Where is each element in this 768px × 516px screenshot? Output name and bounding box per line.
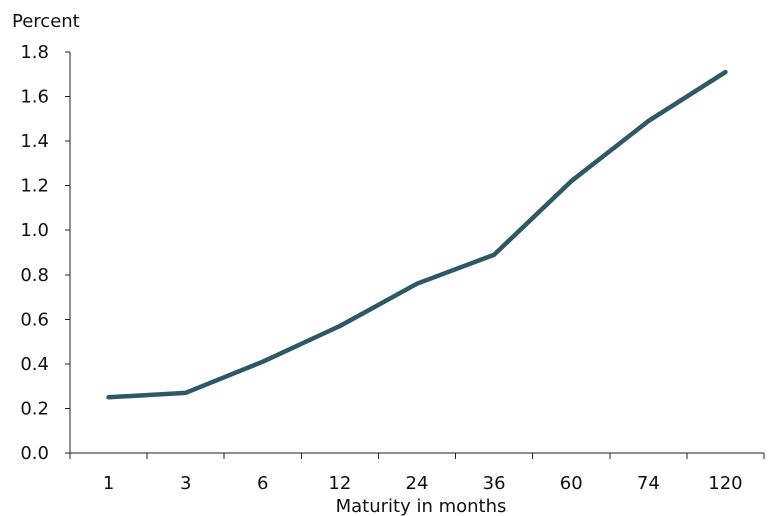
x-tick-label: 74: [637, 473, 660, 494]
x-tick-label: 60: [560, 473, 583, 494]
series-line: [106, 69, 728, 400]
x-tick-label: 6: [257, 473, 268, 494]
x-tick-label: 12: [328, 473, 351, 494]
y-tick-label: 0.0: [20, 443, 49, 464]
y-tick-label: 1.0: [20, 220, 49, 241]
x-axis-title: Maturity in months: [336, 496, 507, 516]
y-tick-label: 0.4: [20, 354, 49, 375]
y-tick-label: 0.2: [20, 398, 49, 419]
x-ticks: 1 3 6 12 24 36 60 74 120: [69, 453, 765, 494]
x-tick-label: 3: [180, 473, 191, 494]
series-layer: [106, 69, 728, 400]
y-tick-label: 0.6: [20, 309, 49, 330]
y-tick-label: 1.4: [20, 131, 49, 152]
x-tick-label: 120: [708, 473, 742, 494]
y-tick-label: 0.8: [20, 265, 49, 286]
y-tick-label: 1.6: [20, 87, 49, 108]
x-tick-label: 36: [483, 473, 506, 494]
y-tick-label: 1.8: [20, 42, 49, 63]
y-ticks: 0.0 0.2 0.4 0.6 0.8 1.0 1.2 1.4 1.6 1.8: [20, 42, 70, 464]
x-tick-label: 24: [406, 473, 429, 494]
y-axis-title: Percent: [12, 11, 80, 32]
x-tick-label: 1: [103, 473, 114, 494]
y-tick-label: 1.2: [20, 176, 49, 197]
